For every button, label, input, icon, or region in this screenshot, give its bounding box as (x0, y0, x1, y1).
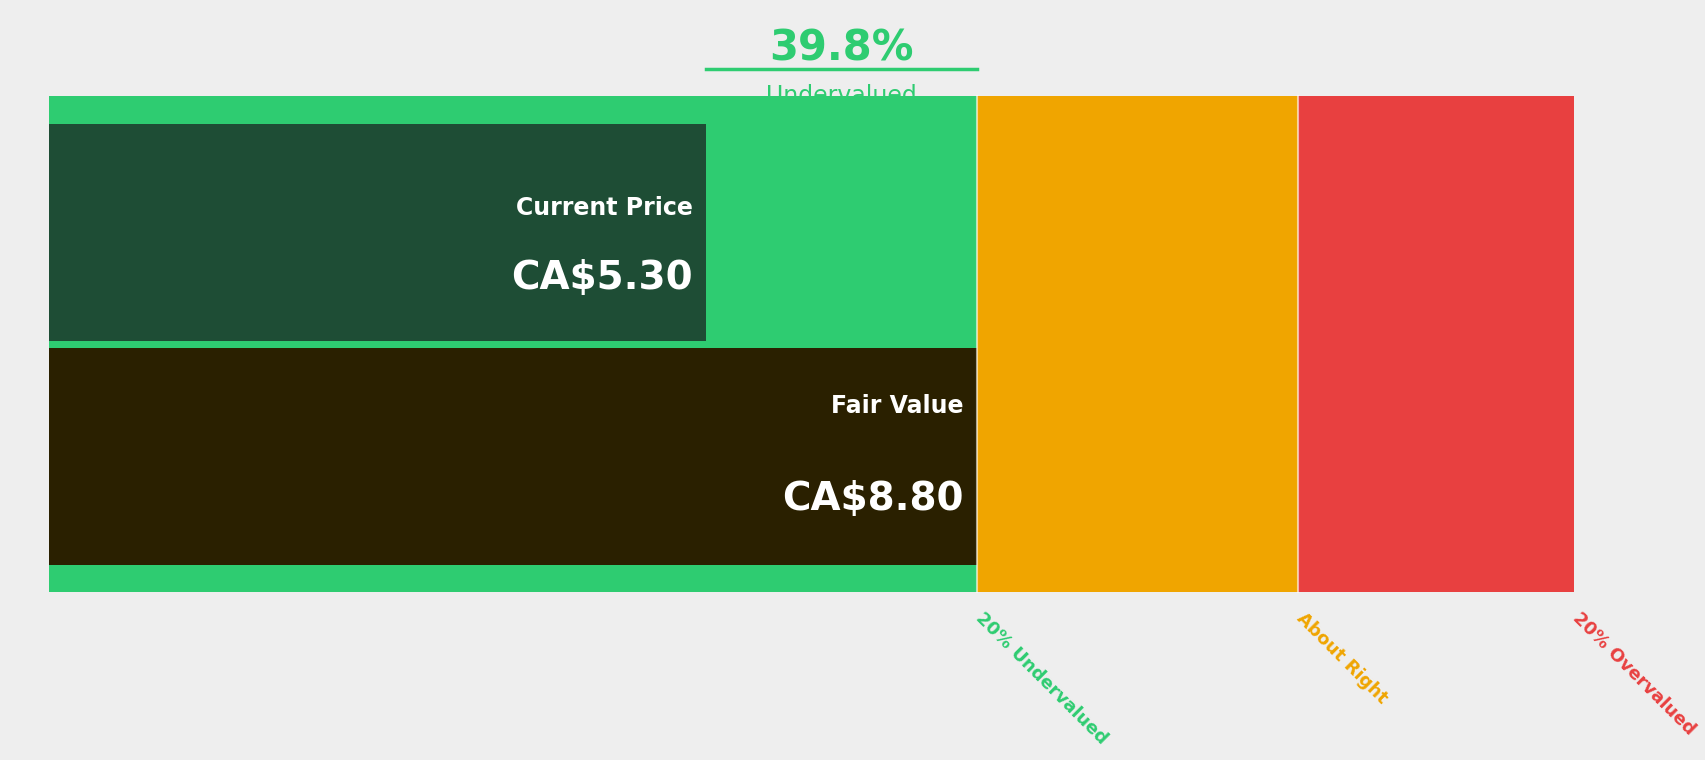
Bar (49, 124, 975, 565)
Text: 20% Undervalued: 20% Undervalued (972, 610, 1110, 748)
Text: Fair Value: Fair Value (830, 394, 963, 418)
Bar (1298, 97, 1572, 124)
Bar (49, 348, 975, 565)
Text: About Right: About Right (1292, 610, 1390, 708)
Text: CA$8.80: CA$8.80 (781, 480, 963, 518)
Text: 20% Overvalued: 20% Overvalued (1569, 610, 1698, 739)
Bar (975, 565, 1298, 592)
Bar (975, 97, 1298, 124)
Bar (1298, 565, 1572, 592)
Bar (49, 97, 975, 124)
Text: Current Price: Current Price (515, 195, 692, 220)
Text: CA$5.30: CA$5.30 (512, 259, 692, 297)
Text: Undervalued: Undervalued (766, 84, 916, 109)
Bar (975, 124, 1298, 565)
Bar (1298, 124, 1572, 565)
Bar (49, 565, 975, 592)
Text: 39.8%: 39.8% (769, 27, 912, 69)
Bar (49, 124, 706, 341)
